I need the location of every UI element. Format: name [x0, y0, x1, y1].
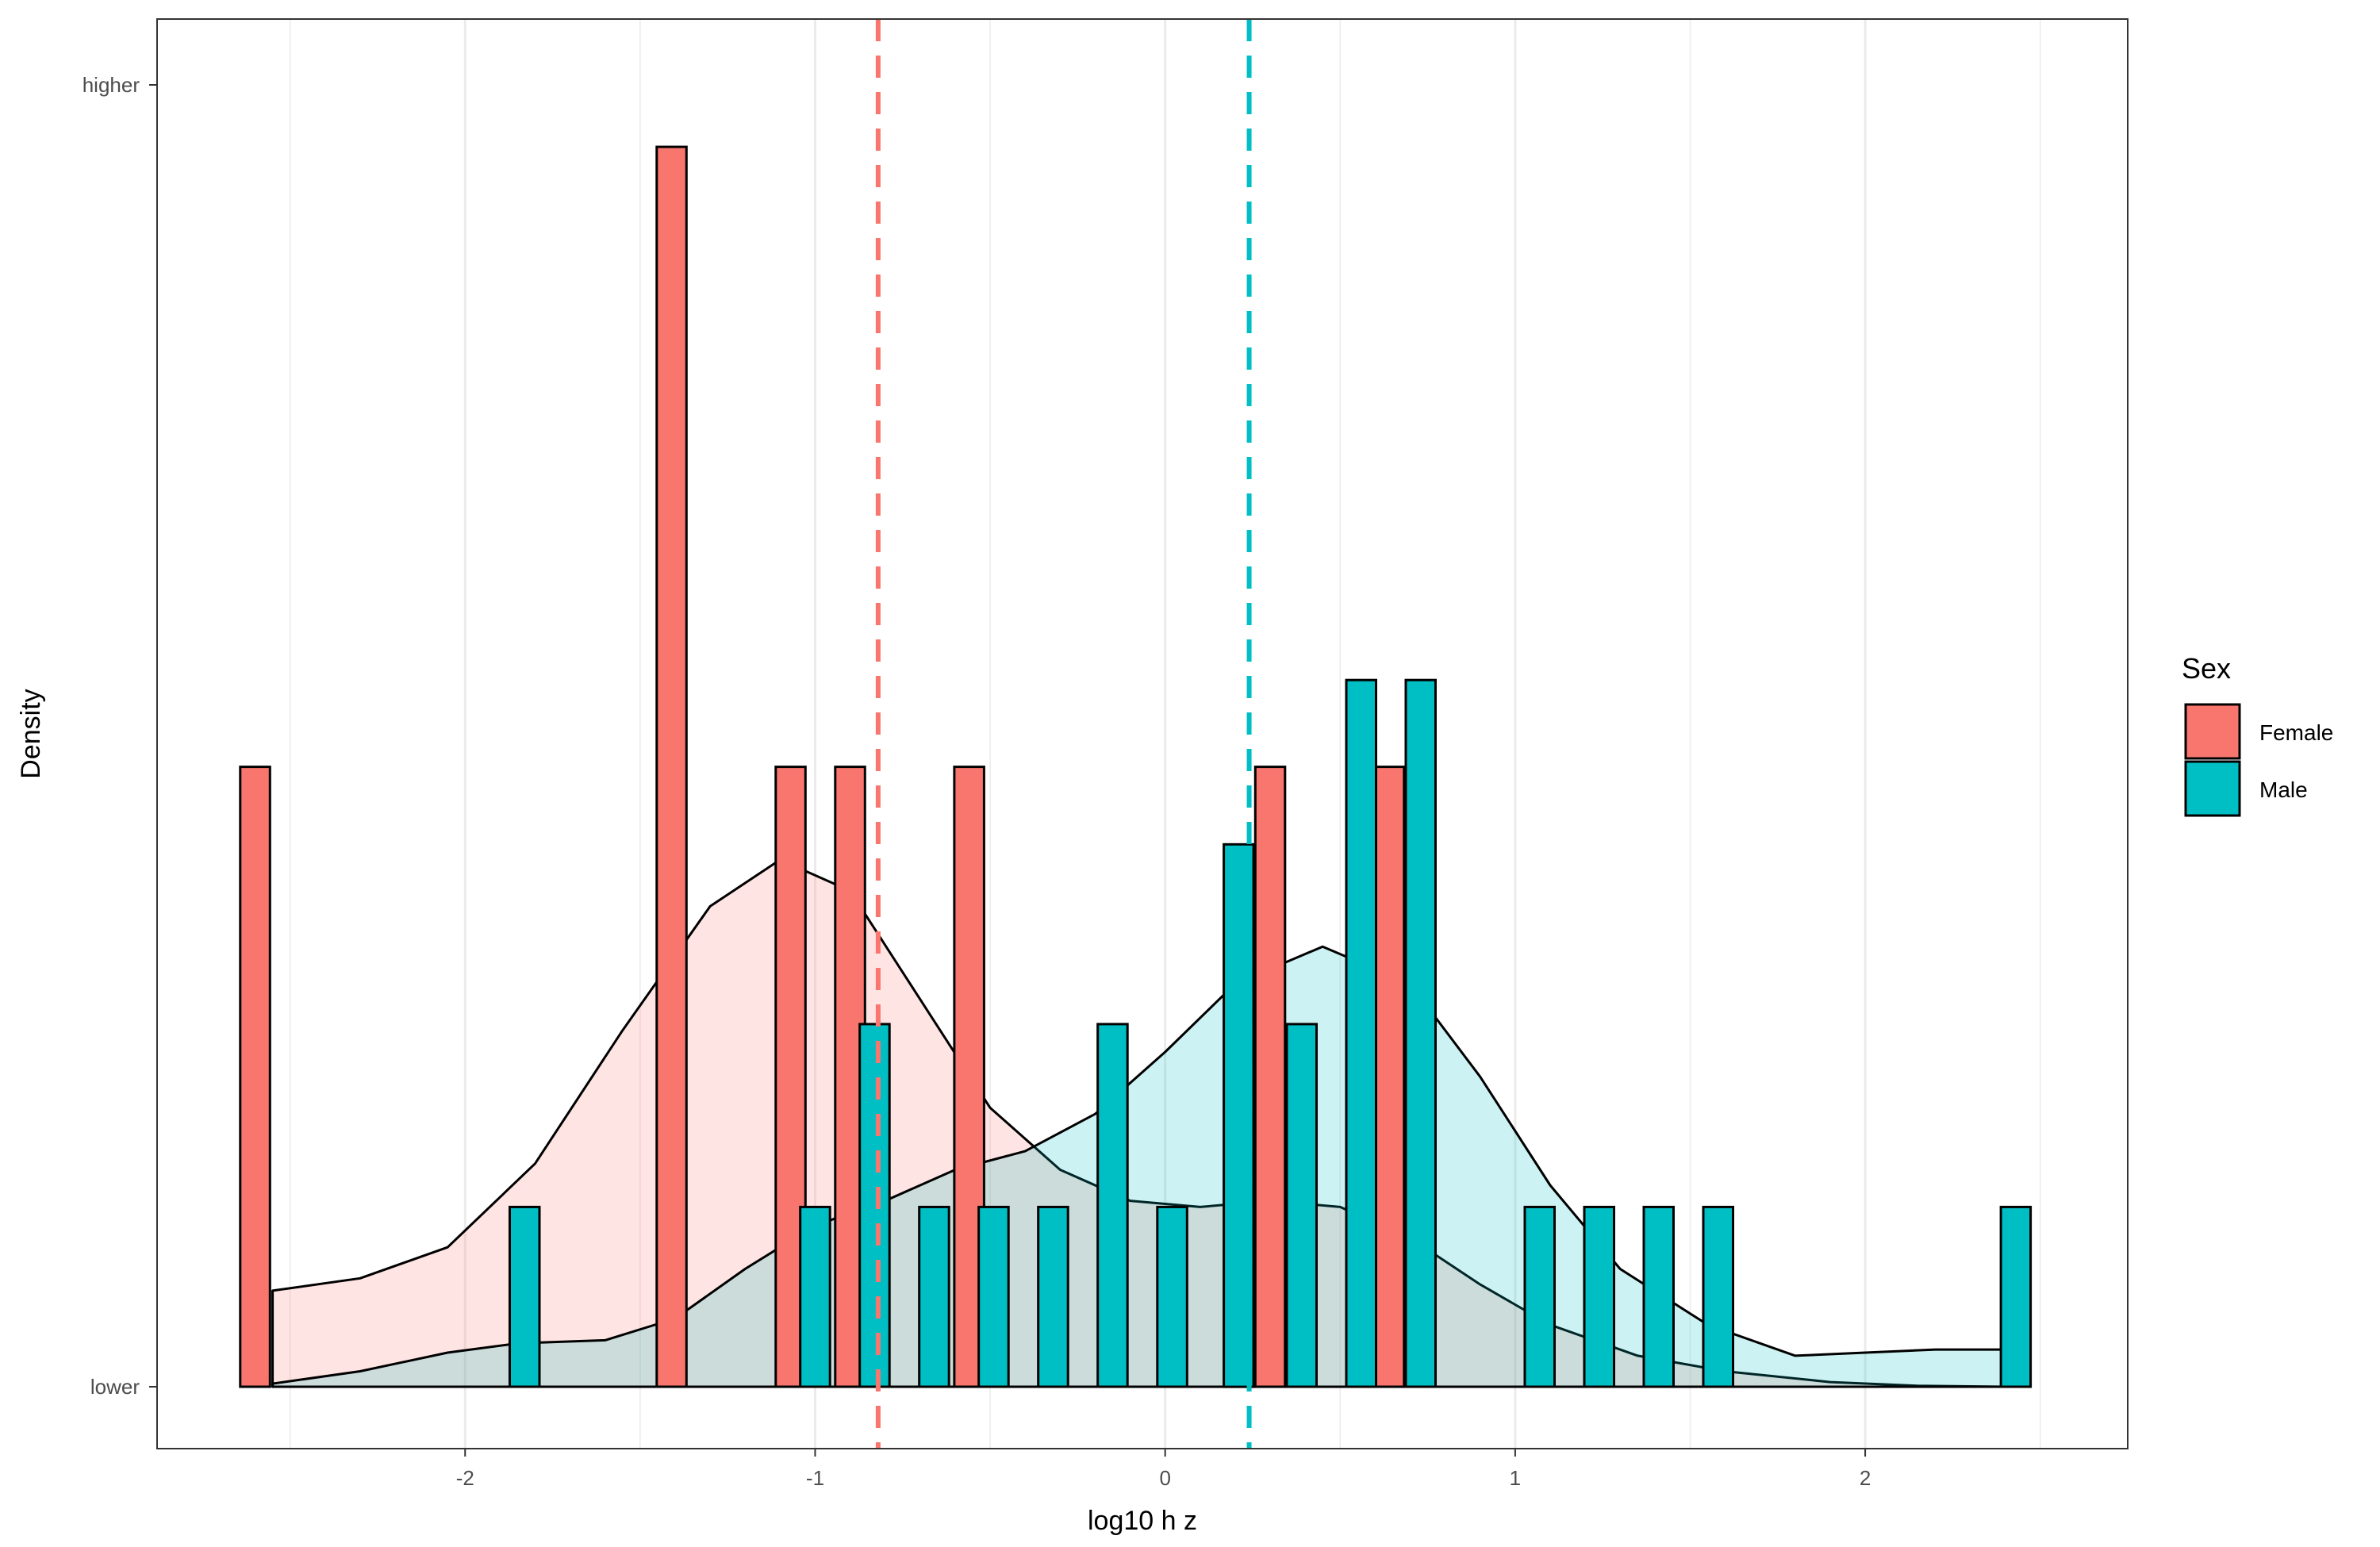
bar-male-7 [1156, 1205, 1188, 1388]
x-tick-label: 2 [1860, 1466, 1871, 1490]
bar-male-2 [858, 1023, 891, 1388]
x-tick-label: 0 [1159, 1466, 1170, 1490]
y-axis: higher lower [83, 73, 157, 1399]
x-tick-label: -1 [806, 1466, 824, 1490]
bar-male-5 [1037, 1205, 1069, 1388]
bar-female-0 [239, 766, 271, 1388]
legend: Sex Female Male [2182, 652, 2333, 817]
density-male [271, 945, 2007, 1388]
bar-male-10 [1345, 678, 1377, 1388]
y-axis-title: Density [16, 689, 46, 778]
bar-female-5 [1253, 766, 1287, 1388]
x-axis-title: log10 h z [1088, 1506, 1197, 1536]
bar-male-9 [1285, 1023, 1318, 1388]
bar-male-11 [1404, 678, 1437, 1388]
bar-male-4 [977, 1205, 1010, 1388]
legend-key-male [2184, 760, 2241, 817]
x-tick-label: -2 [456, 1466, 474, 1490]
bar-female-2 [774, 766, 807, 1388]
bar-male-0 [509, 1205, 541, 1388]
legend-title: Sex [2182, 652, 2231, 685]
bar-male-12 [1523, 1205, 1556, 1388]
histogram-bars [239, 145, 2033, 1388]
legend-label-male: Male [2259, 777, 2308, 802]
bar-male-15 [1702, 1205, 1734, 1388]
x-tick-label: 1 [1510, 1466, 1521, 1490]
legend-label-female: Female [2259, 720, 2333, 745]
density-curves [271, 858, 2007, 1388]
y-tick-label-higher: higher [83, 73, 140, 97]
bar-female-1 [655, 145, 688, 1388]
bar-male-1 [799, 1205, 831, 1388]
bar-male-6 [1096, 1023, 1129, 1388]
bar-male-3 [918, 1205, 950, 1388]
mean-lines [875, 19, 1252, 1449]
x-axis: -2 -1 0 1 2 [456, 1449, 1871, 1490]
bar-male-14 [1642, 1205, 1675, 1388]
bar-male-13 [1583, 1205, 1615, 1388]
legend-key-female [2184, 703, 2241, 760]
plot-border [156, 18, 2129, 1449]
bar-male-16 [1999, 1205, 2033, 1388]
bar-female-6 [1372, 766, 1406, 1388]
y-tick-label-lower: lower [90, 1375, 140, 1399]
bar-female-4 [953, 766, 985, 1388]
